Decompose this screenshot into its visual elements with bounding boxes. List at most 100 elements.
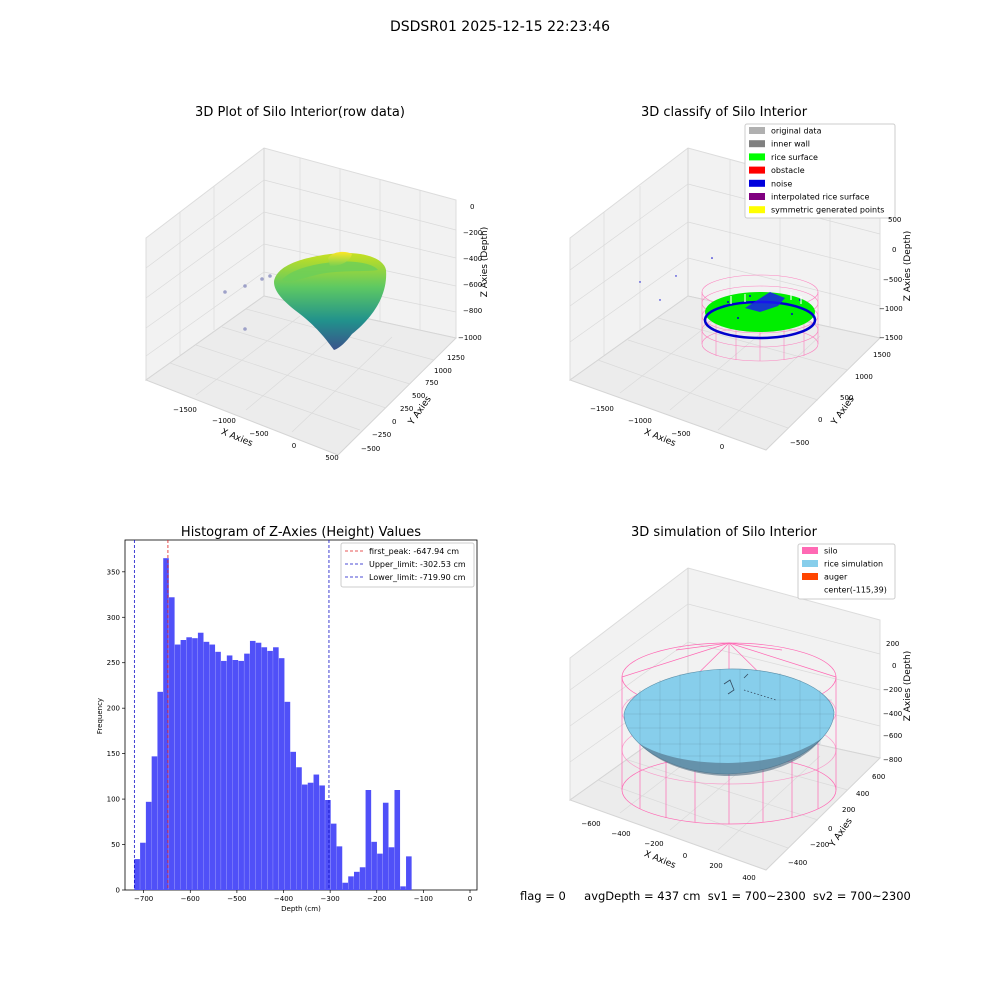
histogram-bar <box>296 767 302 890</box>
svg-text:0: 0 <box>470 203 474 211</box>
svg-text:400: 400 <box>856 790 869 798</box>
svg-text:600: 600 <box>872 773 885 781</box>
legend-swatch <box>749 206 765 214</box>
histogram-legend-box <box>340 542 475 588</box>
histogram-bar <box>400 886 406 890</box>
svg-text:500: 500 <box>840 394 853 402</box>
histogram-bar <box>232 660 239 890</box>
histogram-x-tick-label: −300 <box>321 895 340 903</box>
svg-text:−600: −600 <box>463 281 482 289</box>
svg-text:0: 0 <box>720 443 724 451</box>
histogram-bar <box>244 653 250 890</box>
panel2-legend-box <box>744 123 896 219</box>
svg-text:−800: −800 <box>463 307 482 315</box>
legend-label: silo <box>824 547 838 556</box>
svg-text:0: 0 <box>818 416 822 424</box>
svg-text:−600: −600 <box>581 820 600 828</box>
svg-text:200: 200 <box>886 640 899 648</box>
histogram-legend-label: Upper_limit: -302.53 cm <box>369 560 466 569</box>
svg-text:0: 0 <box>892 246 896 254</box>
svg-text:−500: −500 <box>249 430 268 438</box>
svg-text:0: 0 <box>392 418 396 426</box>
histogram-legend-label: first_peak: -647.94 cm <box>369 547 459 556</box>
histogram-legend: first_peak: -647.94 cm Upper_limit: -302.… <box>340 542 475 588</box>
panel1-floor <box>144 295 458 456</box>
panel2-noise-cluster <box>745 292 785 312</box>
svg-text:−600: −600 <box>883 732 902 740</box>
legend-label: inner wall <box>771 140 810 149</box>
legend-label: obstacle <box>771 166 805 175</box>
histogram-bar <box>273 647 279 890</box>
svg-text:0: 0 <box>892 662 896 670</box>
histogram-title: Histogram of Z-Axies (Height) Values <box>181 525 421 540</box>
histogram-bar <box>377 853 383 890</box>
histogram-bar <box>174 644 181 890</box>
histogram-x-tick-label: −600 <box>181 895 200 903</box>
histogram-xlabel: Depth (cm) <box>281 905 321 913</box>
svg-text:−1500: −1500 <box>590 405 614 413</box>
svg-text:−400: −400 <box>463 255 482 263</box>
panel-simulation: 3D simulation of Silo Interior <box>568 525 913 882</box>
histogram-bar <box>290 751 296 890</box>
histogram-bar <box>226 655 233 890</box>
svg-text:−200: −200 <box>644 840 663 848</box>
panel4-legend-box <box>797 543 896 600</box>
svg-text:−500: −500 <box>790 439 809 447</box>
panel2-x-ticks: −1500 −1000 −500 0 <box>590 405 724 451</box>
histogram-bar <box>301 784 308 890</box>
histogram-y-tick-label: 0 <box>116 887 120 895</box>
panel4-xlabel: X Axies <box>642 849 677 871</box>
histogram-bar <box>197 632 204 890</box>
histogram-bar <box>406 856 412 890</box>
legend-swatch <box>749 140 765 148</box>
panel2-title: 3D classify of Silo Interior <box>641 105 808 120</box>
svg-text:−200: −200 <box>883 686 902 694</box>
svg-text:200: 200 <box>709 862 722 870</box>
panel4-x-ticks: −600 −400 −200 0 200 400 <box>581 820 755 882</box>
svg-text:500: 500 <box>888 216 901 224</box>
panel4-auger-dots <box>723 673 777 701</box>
panel2-floor <box>568 295 882 451</box>
histogram-lines <box>133 540 330 890</box>
legend-swatch <box>749 153 765 161</box>
svg-text:0: 0 <box>828 825 832 833</box>
svg-text:−500: −500 <box>883 276 902 284</box>
histogram-bar <box>354 871 360 890</box>
histogram-bar <box>192 638 198 890</box>
panel4-rice-shadow <box>640 738 822 776</box>
svg-text:1000: 1000 <box>434 367 452 375</box>
svg-text:1250: 1250 <box>447 354 465 362</box>
svg-text:400: 400 <box>742 874 755 882</box>
svg-text:−1000: −1000 <box>628 417 652 425</box>
legend-swatch <box>749 179 765 187</box>
histogram-bar <box>157 691 164 890</box>
histogram-x-tick-label: −200 <box>367 895 386 903</box>
histogram-bar <box>140 842 146 890</box>
histogram-bar <box>284 701 291 890</box>
histogram-y-tick-label: 250 <box>107 659 120 667</box>
histogram-x-tick-label: −400 <box>274 895 293 903</box>
panel1-title: 3D Plot of Silo Interior(row data) <box>195 105 405 120</box>
svg-text:−800: −800 <box>883 756 902 764</box>
histogram-bar <box>330 823 337 890</box>
histogram-bar <box>169 597 175 890</box>
panel4-rice-mesh <box>624 669 834 773</box>
legend-swatch <box>802 573 818 580</box>
svg-text:250: 250 <box>400 405 413 413</box>
histogram-y-tick-label: 200 <box>107 705 120 713</box>
svg-text:−1000: −1000 <box>879 305 903 313</box>
legend-label: noise <box>771 179 792 188</box>
panel4-z-ticks: 200 0 −200 −400 −600 −800 <box>883 640 902 764</box>
panel2-zlabel: Z Axies (Depth) <box>903 231 913 302</box>
panel2-y-ticks: −500 0 500 1000 1500 <box>790 351 891 447</box>
svg-text:500: 500 <box>412 392 425 400</box>
histogram-y-tick-label: 350 <box>107 568 120 576</box>
panel2-legend: original data inner wall rice surface obsta… <box>744 123 896 219</box>
panel4-title: 3D simulation of Silo Interior <box>631 525 818 540</box>
legend-label: rice surface <box>771 153 818 162</box>
histogram-bar <box>209 644 216 890</box>
histogram-bar <box>313 774 320 890</box>
panel2-original-points <box>730 292 802 304</box>
legend-label: interpolated rice surface <box>771 193 869 202</box>
